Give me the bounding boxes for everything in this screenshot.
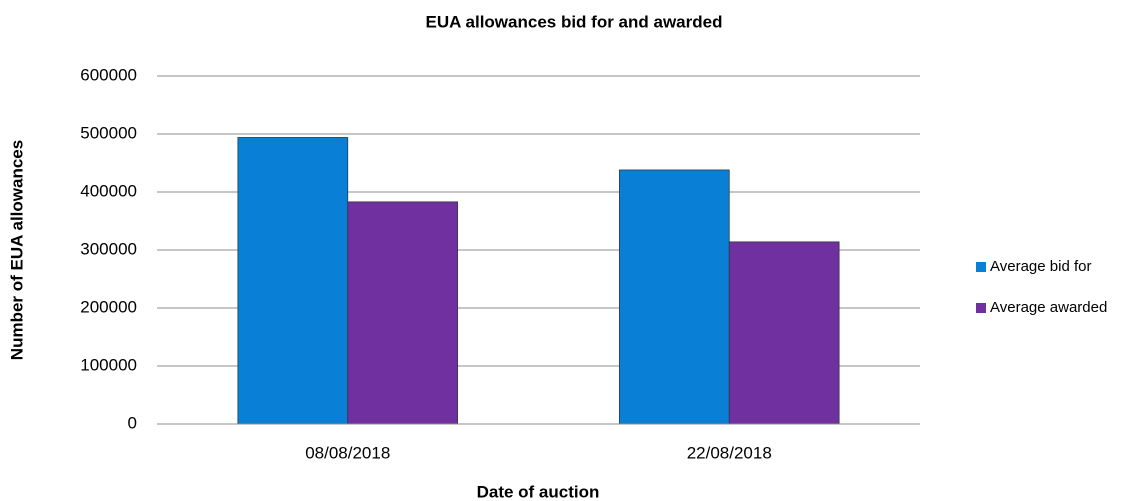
y-tick-label: 600000: [80, 65, 137, 84]
chart-title: EUA allowances bid for and awarded: [426, 12, 723, 31]
y-tick-label: 400000: [80, 181, 137, 200]
bar: [237, 137, 349, 425]
y-axis-label: Number of EUA allowances: [7, 140, 26, 360]
bar: [618, 169, 730, 425]
bar: [728, 241, 840, 425]
legend-label: Average bid for: [990, 258, 1091, 275]
x-tick-label: 08/08/2018: [305, 443, 390, 462]
y-tick-label: 300000: [80, 239, 137, 258]
y-tick-label: 0: [128, 413, 137, 432]
legend-swatch: [976, 262, 986, 272]
y-tick-label: 100000: [80, 355, 137, 374]
y-tick-label: 200000: [80, 297, 137, 316]
legend-label: Average awarded: [990, 299, 1107, 316]
x-axis-label: Date of auction: [477, 482, 600, 501]
legend-swatch: [976, 303, 986, 313]
bar: [347, 201, 459, 425]
y-tick-label: 500000: [80, 123, 137, 142]
x-tick-label: 22/08/2018: [687, 443, 772, 462]
